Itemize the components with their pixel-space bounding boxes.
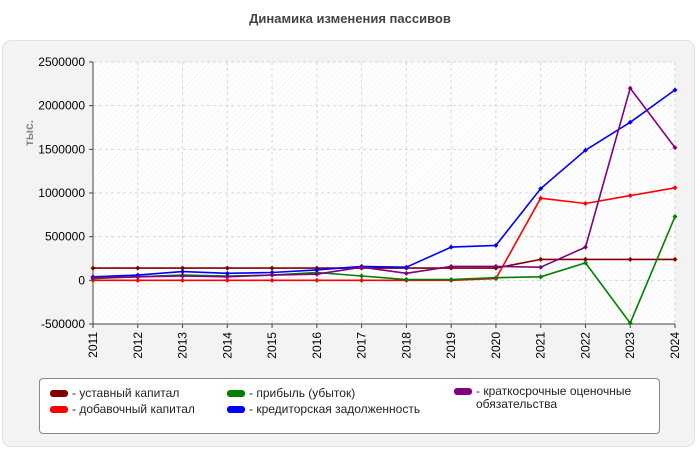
data-point [180, 277, 186, 283]
data-point [627, 85, 633, 91]
data-point [224, 270, 230, 276]
data-point [90, 275, 96, 281]
data-point [180, 273, 186, 279]
data-point [448, 244, 454, 250]
data-point [582, 200, 588, 206]
series-line [93, 187, 676, 282]
x-tick-label: 2016 [310, 332, 324, 359]
data-point [493, 263, 499, 269]
legend-swatch [50, 406, 68, 413]
data-point [493, 275, 499, 281]
data-point [90, 265, 96, 271]
data-point [403, 276, 409, 282]
data-point [180, 265, 186, 271]
x-tick-label: 2015 [265, 332, 279, 359]
legend-swatch [50, 390, 68, 397]
y-tick-label: -500000 [41, 317, 85, 331]
x-tick-label: 2012 [131, 332, 145, 359]
data-point [448, 276, 454, 282]
x-tick-label: 2018 [399, 332, 413, 359]
x-tick-label: 2021 [534, 332, 548, 359]
y-tick-label: 1500000 [38, 142, 85, 156]
y-tick-label: 2500000 [38, 55, 85, 69]
x-tick-label: 2020 [489, 332, 503, 359]
data-point [359, 277, 365, 283]
data-point [403, 264, 409, 270]
x-tick-label: 2022 [578, 332, 592, 359]
x-tick-label: 2023 [623, 332, 637, 359]
x-tick-label: 2013 [176, 332, 190, 359]
data-point [627, 193, 633, 199]
data-point [314, 277, 320, 283]
legend-label: - добавочный капитал [72, 402, 195, 416]
data-point [314, 267, 320, 273]
y-tick-label: 2000000 [38, 99, 85, 113]
data-point [135, 277, 141, 283]
series-line [93, 258, 675, 269]
data-point [403, 270, 409, 276]
x-tick-label: 2011 [86, 332, 100, 358]
legend: - уставный капитал - добавочный капитал … [39, 378, 660, 434]
legend-swatch [454, 388, 472, 395]
data-point [582, 147, 588, 153]
data-point [224, 274, 230, 280]
data-point [582, 260, 588, 266]
data-point [135, 265, 141, 271]
series-line [92, 89, 676, 278]
legend-swatch [227, 406, 245, 413]
y-tick-label: 1000000 [38, 186, 85, 200]
series-lines [90, 85, 678, 326]
data-point [269, 269, 275, 275]
x-tick-label: 2017 [355, 332, 369, 359]
data-point [627, 256, 633, 262]
y-tick-label: 0 [78, 273, 85, 287]
data-point [538, 256, 544, 262]
data-point [672, 185, 678, 191]
data-point [538, 195, 544, 201]
data-point [448, 263, 454, 269]
data-point [269, 277, 275, 283]
x-tick-label: 2019 [444, 332, 458, 359]
data-point [672, 87, 678, 93]
data-point [359, 273, 365, 279]
data-point [582, 244, 588, 250]
data-point [269, 265, 275, 271]
data-point [224, 265, 230, 271]
data-point [314, 271, 320, 277]
legend-label: - краткосрочные оценочные обязательства [476, 384, 632, 411]
data-point [627, 320, 633, 326]
data-point [672, 256, 678, 262]
data-point [135, 274, 141, 280]
data-point [672, 214, 678, 220]
data-point [224, 277, 230, 283]
series-line [92, 87, 676, 279]
data-point [627, 119, 633, 125]
data-point [672, 145, 678, 151]
data-point [493, 242, 499, 248]
data-point [538, 264, 544, 270]
chart-title: Динамика изменения пассивов [249, 11, 451, 26]
data-point [269, 272, 275, 278]
data-point [180, 269, 186, 275]
legend-label: - кредиторская задолженность [249, 402, 421, 416]
legend-label: - уставный капитал [72, 386, 180, 400]
y-tick-label: 500000 [45, 230, 85, 244]
data-point [582, 256, 588, 262]
tick-labels: -500000 0 500000 1000000 1500000 2000000 25000… [38, 55, 682, 359]
data-point [538, 274, 544, 280]
x-tick-label: 2014 [220, 332, 234, 359]
data-point [359, 264, 365, 270]
legend-label: - прибыль (убыток) [249, 386, 356, 400]
y-axis-label: тыс. [22, 120, 36, 146]
series-line [92, 216, 676, 324]
x-tick-label: 2024 [668, 332, 682, 359]
legend-swatch [227, 390, 245, 397]
data-point [538, 186, 544, 192]
series-4 [90, 85, 678, 281]
